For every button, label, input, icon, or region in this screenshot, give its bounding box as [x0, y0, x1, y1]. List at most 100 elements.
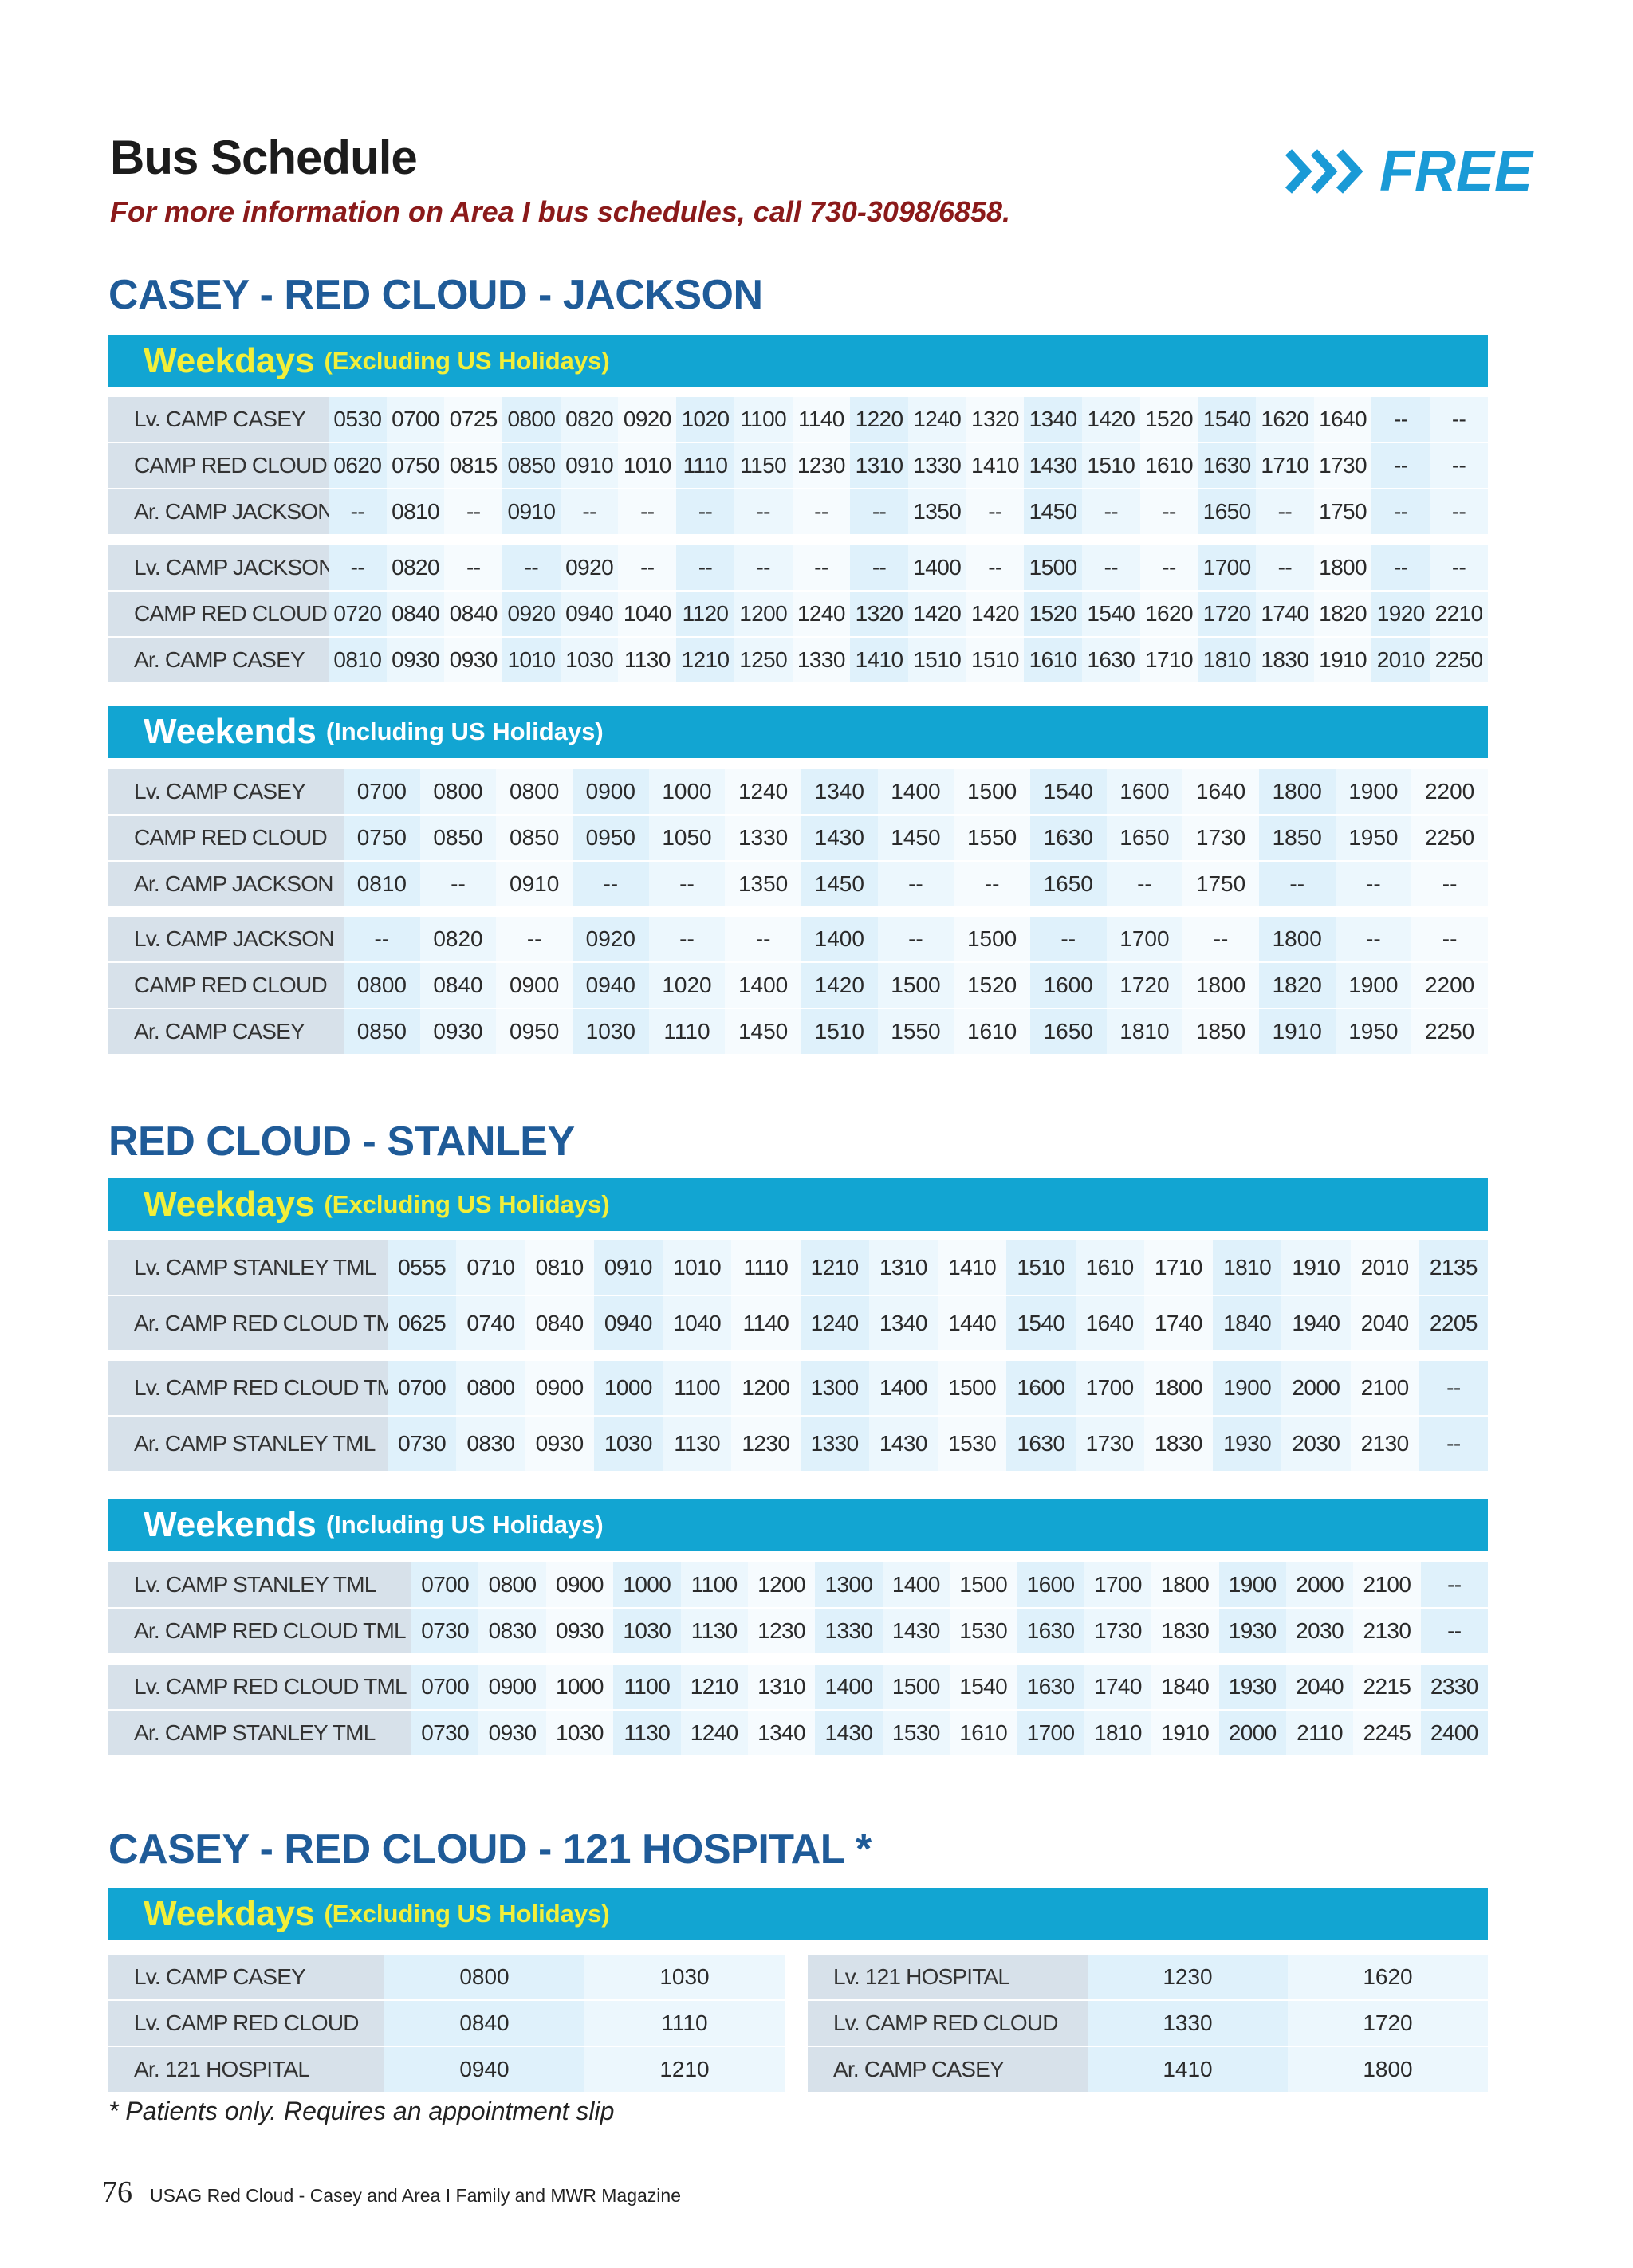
departure-time: -- [344, 917, 420, 963]
departure-time: 1850 [1182, 1009, 1259, 1055]
departure-time: 1320 [850, 592, 908, 638]
departure-time: -- [877, 862, 954, 908]
departure-time: 1910 [1281, 1240, 1351, 1296]
departure-time: 1630 [1081, 638, 1140, 684]
departure-time: 1050 [648, 816, 726, 862]
departure-time: 1030 [560, 638, 619, 684]
departure-time: 0950 [496, 1009, 573, 1055]
departure-time: 1500 [882, 1665, 950, 1711]
departure-time: 0800 [384, 1955, 584, 2001]
departure-time: 1100 [613, 1665, 681, 1711]
departure-time: 1830 [1143, 1417, 1213, 1472]
schedule-row: Lv. CAMP RED CLOUD TML 0700 0900 1000 1100 12… [108, 1665, 1488, 1711]
schedule-row: Ar. CAMP RED CLOUD TML 0730 0830 0930 1030 11… [108, 1609, 1488, 1655]
band-note: (Excluding US Holidays) [324, 1190, 610, 1218]
departure-time: 1520 [1139, 397, 1198, 443]
weekdays-band: Weekdays (Excluding US Holidays) [108, 1178, 1488, 1231]
departure-time: 1400 [801, 917, 878, 963]
departure-time: 1650 [1029, 862, 1107, 908]
departure-time: 1540 [1198, 397, 1257, 443]
departure-time: 1750 [1182, 862, 1259, 908]
departure-time: 1450 [725, 1009, 801, 1055]
departure-time: -- [1411, 917, 1488, 963]
schedule-table: Lv. CAMP RED CLOUD TML 0700 0900 1000 1100 12… [108, 1665, 1488, 1757]
departure-time: 1450 [877, 816, 954, 862]
departure-time: -- [1419, 1361, 1488, 1417]
page-number: 76 [102, 2176, 132, 2209]
hospital-schedule-table-outbound: Lv. CAMP CASEY 0800 1030 Lv. CAMP RED CLOUD… [108, 1955, 785, 2093]
departure-time: 1910 [1151, 1711, 1219, 1757]
departure-time: 1910 [1313, 638, 1372, 684]
departure-time: 0910 [560, 443, 619, 489]
departure-time: 1520 [954, 963, 1030, 1009]
band-title: Weekdays [144, 1185, 315, 1224]
departure-time: 1030 [572, 1009, 649, 1055]
route-title-casey-redcloud-jackson: CASEY - RED CLOUD - JACKSON [108, 272, 763, 318]
departure-time: 1340 [747, 1711, 816, 1757]
departure-time: 2250 [1411, 1009, 1488, 1055]
departure-time: 0730 [411, 1609, 479, 1655]
departure-time: 0800 [502, 397, 561, 443]
departure-time: 0700 [344, 769, 420, 816]
departure-time: 1900 [1335, 963, 1412, 1009]
departure-time: 1910 [1258, 1009, 1336, 1055]
departure-time: -- [1420, 1562, 1488, 1609]
departure-time: 1610 [954, 1009, 1030, 1055]
departure-time: 1100 [734, 397, 793, 443]
departure-time: -- [618, 545, 677, 592]
departure-time: 2000 [1218, 1711, 1286, 1757]
departure-time: 1430 [801, 816, 878, 862]
schedule-row: Lv. CAMP JACKSON -- 0820 -- -- 0920 -- -- -- -- --… [108, 545, 1488, 592]
departure-time: -- [648, 917, 726, 963]
departure-time: 1510 [801, 1009, 878, 1055]
departure-time: 1950 [1335, 816, 1412, 862]
departure-time: 0800 [478, 1562, 546, 1609]
departure-time: 1600 [1017, 1562, 1084, 1609]
band-note: (Excluding US Holidays) [324, 1900, 610, 1928]
departure-time: 1400 [907, 545, 966, 592]
departure-time: 1610 [950, 1711, 1017, 1757]
departure-time: 1240 [725, 769, 801, 816]
departure-time: 1450 [801, 862, 878, 908]
departure-time: 2250 [1430, 638, 1488, 684]
departure-time: 1450 [1024, 489, 1082, 536]
departure-time: 0850 [496, 816, 573, 862]
departure-time: 1000 [648, 769, 726, 816]
departure-time: 1700 [1017, 1711, 1084, 1757]
weekends-band: Weekends (Including US Holidays) [108, 706, 1488, 758]
departure-time: 0850 [419, 816, 497, 862]
departure-time: 1020 [648, 963, 726, 1009]
departure-time: 1800 [1143, 1361, 1213, 1417]
departure-time: 1810 [1106, 1009, 1183, 1055]
schedule-row: Lv. CAMP JACKSON -- 0820 -- 0920 -- -- 1400 -- 15… [108, 917, 1488, 963]
departure-time: 1330 [725, 816, 801, 862]
band-note: (Including US Holidays) [325, 1511, 604, 1539]
departure-time: -- [1371, 545, 1430, 592]
departure-time: 2200 [1411, 769, 1488, 816]
departure-time: 1030 [545, 1711, 614, 1757]
departure-time: 1740 [1256, 592, 1314, 638]
departure-time: 1100 [680, 1562, 748, 1609]
band-title: Weekends [144, 1505, 317, 1544]
stop-label: Lv. CAMP RED CLOUD TML [108, 1665, 411, 1711]
schedule-row: Ar. 121 HOSPITAL 0940 1210 [108, 2047, 785, 2093]
departure-time: 0830 [478, 1609, 546, 1655]
departure-time: 1430 [868, 1417, 938, 1472]
departure-time: 1650 [1106, 816, 1183, 862]
departure-time: 0940 [560, 592, 619, 638]
departure-time: 2245 [1353, 1711, 1421, 1757]
departure-time: 0750 [386, 443, 445, 489]
stop-label: Ar. CAMP CASEY [108, 1009, 344, 1055]
departure-time: 1210 [680, 1665, 748, 1711]
schedule-row: Lv. CAMP CASEY 0700 0800 0800 0900 1000 1240 13… [108, 769, 1488, 816]
departure-time: 1330 [815, 1609, 883, 1655]
departure-time: 2040 [1285, 1665, 1354, 1711]
schedule-table: Lv. CAMP CASEY 0530 0700 0725 0800 0820 0920 10… [108, 397, 1488, 536]
departure-time: 0700 [388, 1361, 457, 1417]
departure-time: 1510 [966, 638, 1025, 684]
departure-time: 1610 [1024, 638, 1082, 684]
stop-label: Ar. CAMP JACKSON [108, 489, 329, 536]
